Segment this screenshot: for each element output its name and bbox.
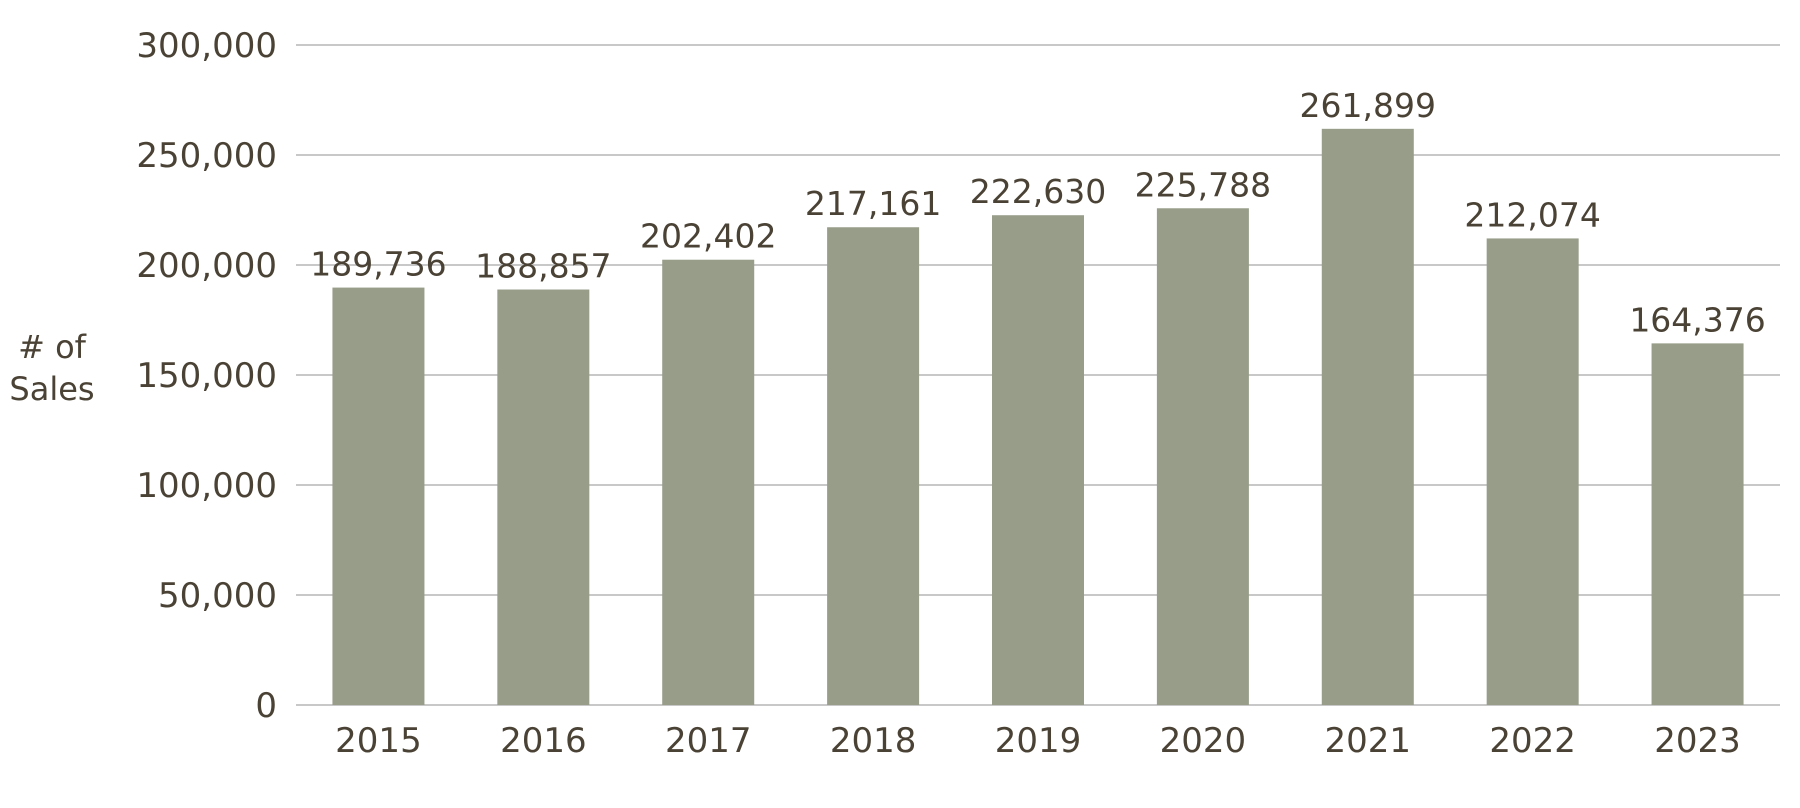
data-label-2020: 225,788 [1135, 165, 1271, 204]
bars [332, 128, 1744, 706]
data-label-2016: 188,857 [475, 247, 611, 286]
bar-2019 [992, 215, 1084, 706]
data-label-2015: 189,736 [310, 245, 446, 284]
x-tick-label: 2020 [1160, 721, 1247, 761]
data-label-2018: 217,161 [805, 184, 941, 223]
y-tick-label: 50,000 [158, 576, 277, 616]
data-label-2017: 202,402 [640, 217, 776, 256]
data-label-2019: 222,630 [970, 172, 1106, 211]
y-tick-label: 250,000 [136, 136, 277, 176]
bar-2020 [1156, 208, 1249, 705]
x-tick-label: 2022 [1489, 721, 1576, 761]
x-tick-label: 2019 [995, 721, 1082, 761]
x-tick-label: 2017 [665, 721, 752, 761]
data-label-2023: 164,376 [1629, 300, 1765, 339]
y-axis-ticks: 0 50,000 100,000 150,000 200,000 250,000 300,0… [136, 26, 277, 726]
y-axis-label: # of Sales [9, 328, 94, 408]
x-tick-label: 2021 [1325, 721, 1412, 761]
data-labels: 189,736 188,857 202,402 217,161 222,630 225,7… [310, 86, 1766, 340]
bar-2023 [1651, 343, 1744, 705]
bar-2017 [662, 259, 755, 705]
y-tick-label: 0 [255, 686, 277, 726]
bar-2022 [1486, 238, 1579, 705]
data-label-2022: 212,074 [1464, 195, 1600, 234]
x-axis-ticks: 2015 2016 2017 2018 2019 2020 2021 2022 2023 [335, 721, 1741, 761]
y-tick-label: 200,000 [136, 246, 277, 286]
y-tick-label: 100,000 [136, 466, 277, 506]
x-tick-label: 2016 [500, 721, 587, 761]
y-axis-label-line: # of [18, 328, 87, 366]
bar-2021 [1321, 128, 1414, 705]
y-tick-label: 150,000 [136, 356, 277, 396]
y-axis-label-line: Sales [9, 370, 94, 408]
x-tick-label: 2015 [335, 721, 422, 761]
bar-2015 [332, 287, 425, 705]
x-tick-label: 2018 [830, 721, 917, 761]
x-tick-label: 2023 [1654, 721, 1741, 761]
y-tick-label: 300,000 [136, 26, 277, 66]
data-label-2021: 261,899 [1300, 86, 1436, 125]
bar-2016 [497, 289, 590, 705]
bar-2018 [827, 227, 920, 706]
